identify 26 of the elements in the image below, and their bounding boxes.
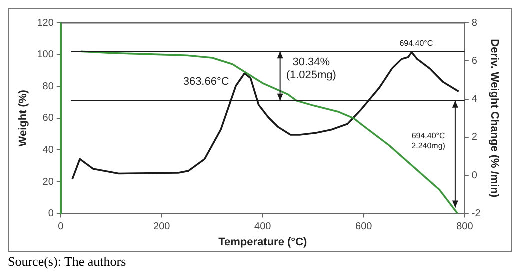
y2-tick-label: 2 (472, 132, 478, 144)
y2-tick-label: 4 (472, 94, 478, 106)
y2-tick-label: 8 (472, 18, 478, 29)
x-tick-label: 0 (58, 222, 64, 233)
x-tick-label: 600 (356, 222, 373, 233)
y2-tick-label: 0 (472, 170, 478, 182)
y-tick-label: 20 (42, 176, 54, 188)
y2-axis-title: Deriv. Weight Change (% /min) (488, 39, 500, 198)
y-tick-label: 0 (48, 208, 54, 220)
x-tick-label: 400 (254, 222, 272, 233)
y2-tick-label: -2 (472, 208, 482, 220)
source-note: Source(s): The authors (8, 254, 128, 270)
annotation: 30.34% (1.025mg) (286, 56, 336, 82)
annotation: 363.66°C (183, 76, 230, 88)
x-tick-label: 800 (456, 222, 474, 233)
y-tick-label: 100 (37, 50, 54, 61)
annotation: 694.40°C (400, 39, 434, 48)
y2-tick-label: 6 (472, 56, 478, 67)
y-tick-label: 60 (42, 113, 54, 124)
annotation: 694.40°C 2.240mg) (412, 132, 446, 150)
y-tick-label: 40 (42, 144, 54, 156)
y-tick-label: 120 (37, 18, 54, 29)
y-tick-label: 80 (42, 81, 54, 92)
x-tick-label: 200 (154, 222, 171, 233)
x-axis-title: Temperature (°C) (218, 236, 308, 248)
y-axis-title: Weight (%) (18, 90, 30, 147)
